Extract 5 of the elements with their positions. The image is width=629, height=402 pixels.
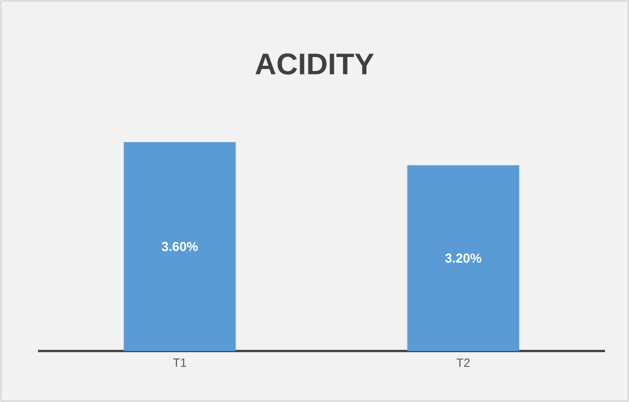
x-tick-label: T1 bbox=[173, 358, 186, 367]
data-label: 3.20% bbox=[445, 254, 482, 263]
chart-title: ACIDITY bbox=[255, 53, 374, 75]
x-tick-label: T2 bbox=[456, 358, 470, 367]
data-label: 3.60% bbox=[162, 242, 198, 252]
